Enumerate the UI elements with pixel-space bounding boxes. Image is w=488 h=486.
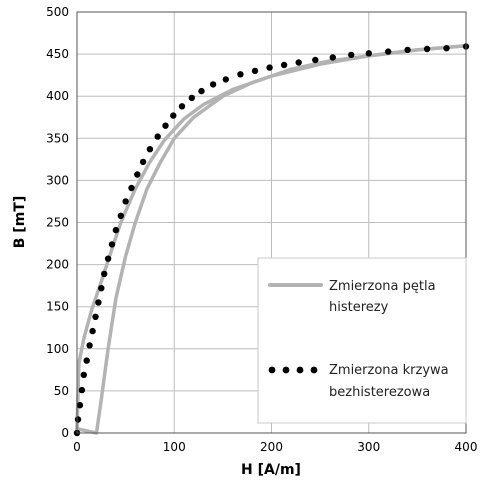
y-tick-label: 350 bbox=[46, 131, 69, 145]
anhysteretic-point bbox=[404, 46, 411, 54]
anhysteretic-point bbox=[95, 299, 102, 306]
anhysteretic-point bbox=[365, 50, 372, 57]
anhysteretic-point bbox=[162, 122, 169, 129]
anhysteretic-point bbox=[101, 270, 108, 278]
legend: Zmierzona pętla histerezy Zmierzona krzy… bbox=[257, 257, 467, 424]
series-layer bbox=[73, 43, 470, 437]
anhysteretic-point bbox=[348, 51, 355, 59]
y-tick-label: 300 bbox=[46, 173, 69, 187]
y-tick-label: 400 bbox=[46, 89, 69, 103]
anhysteretic-point bbox=[112, 226, 120, 234]
anhysteretic-point bbox=[178, 103, 186, 110]
legend-label-hysteresis-line2: histerezy bbox=[329, 300, 389, 315]
y-tick-label: 50 bbox=[54, 384, 69, 398]
y-axis-label: B [mT] bbox=[12, 196, 28, 248]
x-tick-label: 100 bbox=[163, 440, 186, 454]
y-tick-label: 150 bbox=[46, 300, 69, 314]
anhysteretic-point bbox=[385, 48, 392, 55]
anhysteretic-point bbox=[295, 59, 302, 66]
anhysteretic-point bbox=[209, 81, 217, 88]
anhysteretic-point bbox=[154, 133, 161, 140]
legend-label-anhysteretic-line1: Zmierzona krzywa bbox=[329, 363, 449, 378]
anhysteretic-point bbox=[251, 67, 259, 75]
anhysteretic-point bbox=[104, 255, 112, 262]
x-tick-label: 200 bbox=[260, 440, 283, 454]
anhysteretic-point bbox=[98, 285, 105, 292]
anhysteretic-point bbox=[78, 386, 86, 394]
anhysteretic-point bbox=[146, 146, 154, 153]
anhysteretic-point bbox=[86, 342, 93, 349]
legend-dot bbox=[310, 366, 318, 374]
legend-label-anhysteretic-line2: bezhisterezowa bbox=[329, 385, 430, 400]
anhysteretic-point bbox=[198, 87, 205, 95]
legend-dot bbox=[282, 366, 290, 374]
anhysteretic-point bbox=[76, 402, 84, 409]
anhysteretic-point bbox=[237, 71, 244, 78]
x-axis-label: H [A/m] bbox=[241, 462, 301, 478]
anhysteretic-point bbox=[74, 416, 82, 423]
anhysteretic-point bbox=[80, 371, 88, 379]
anhysteretic-point bbox=[139, 158, 147, 166]
plot-frame bbox=[76, 11, 467, 434]
anhysteretic-point bbox=[423, 45, 431, 53]
x-tick-label: 400 bbox=[455, 440, 478, 454]
anhysteretic-point bbox=[117, 212, 125, 219]
legend-swatch-anhysteretic bbox=[268, 366, 318, 374]
x-tick-labels: 0 100 200 300 400 bbox=[73, 440, 477, 454]
anhysteretic-point bbox=[170, 112, 177, 119]
anhysteretic-point bbox=[92, 313, 99, 320]
anhysteretic-point bbox=[280, 61, 288, 69]
y-tick-label: 100 bbox=[46, 342, 69, 356]
x-tick-label: 0 bbox=[73, 440, 81, 454]
anhysteretic-point bbox=[222, 76, 229, 83]
y-tick-labels: 0 50 100 150 200 250 300 350 400 450 500 bbox=[46, 5, 69, 440]
legend-dot bbox=[296, 366, 304, 374]
anhysteretic-point bbox=[266, 64, 273, 71]
anhysteretic-point bbox=[329, 54, 336, 61]
anhysteretic-point bbox=[128, 184, 135, 192]
y-tick-label: 450 bbox=[46, 47, 69, 61]
legend-dot bbox=[268, 366, 276, 374]
anhysteretic-point bbox=[83, 357, 90, 364]
y-tick-label: 500 bbox=[46, 5, 69, 19]
anhysteretic-point bbox=[122, 198, 129, 205]
anhysteretic-point bbox=[188, 94, 195, 102]
hysteresis-loop-branch-2 bbox=[75, 43, 468, 435]
legend-label-hysteresis-line1: Zmierzona pętla bbox=[329, 279, 436, 294]
anhysteretic-point bbox=[443, 45, 450, 52]
anhysteretic-point bbox=[108, 241, 116, 248]
x-tick-label: 300 bbox=[357, 440, 380, 454]
anhysteretic-point bbox=[312, 56, 319, 64]
anhysteretic-point bbox=[89, 327, 96, 335]
y-tick-label: 200 bbox=[46, 258, 69, 272]
anhysteretic-point bbox=[134, 171, 141, 178]
y-tick-label: 0 bbox=[61, 426, 69, 440]
y-tick-label: 250 bbox=[46, 216, 69, 230]
